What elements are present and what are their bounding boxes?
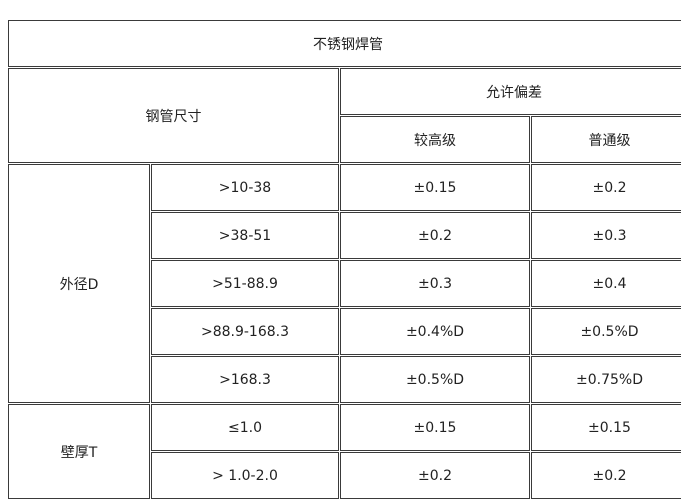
higher-grade-cell: ±0.2 xyxy=(340,452,530,499)
higher-grade-cell: ±0.15 xyxy=(340,164,530,211)
higher-grade-cell: ±0.2 xyxy=(340,212,530,259)
normal-grade-cell: ±0.2 xyxy=(531,452,681,499)
size-cell: >168.3 xyxy=(151,356,339,403)
normal-grade-cell: ±0.3 xyxy=(531,212,681,259)
group-label: 外径D xyxy=(8,164,150,403)
group-label: 壁厚T xyxy=(8,404,150,499)
normal-grade-cell: ±0.4 xyxy=(531,260,681,307)
higher-grade-cell: ±0.4%D xyxy=(340,308,530,355)
normal-grade-cell: ±0.15 xyxy=(531,404,681,451)
header-pipe-size: 钢管尺寸 xyxy=(8,68,339,163)
normal-grade-cell: ±0.2 xyxy=(531,164,681,211)
table-title: 不锈钢焊管 xyxy=(8,20,681,67)
size-cell: >38-51 xyxy=(151,212,339,259)
higher-grade-cell: ±0.3 xyxy=(340,260,530,307)
normal-grade-cell: ±0.75%D xyxy=(531,356,681,403)
size-cell: ≤1.0 xyxy=(151,404,339,451)
header-higher-grade: 较高级 xyxy=(340,116,530,163)
normal-grade-cell: ±0.5%D xyxy=(531,308,681,355)
size-cell: >10-38 xyxy=(151,164,339,211)
higher-grade-cell: ±0.15 xyxy=(340,404,530,451)
size-cell: >88.9-168.3 xyxy=(151,308,339,355)
header-tolerance: 允许偏差 xyxy=(340,68,681,115)
size-cell: > 1.0-2.0 xyxy=(151,452,339,499)
higher-grade-cell: ±0.5%D xyxy=(340,356,530,403)
size-cell: >51-88.9 xyxy=(151,260,339,307)
header-normal-grade: 普通级 xyxy=(531,116,681,163)
